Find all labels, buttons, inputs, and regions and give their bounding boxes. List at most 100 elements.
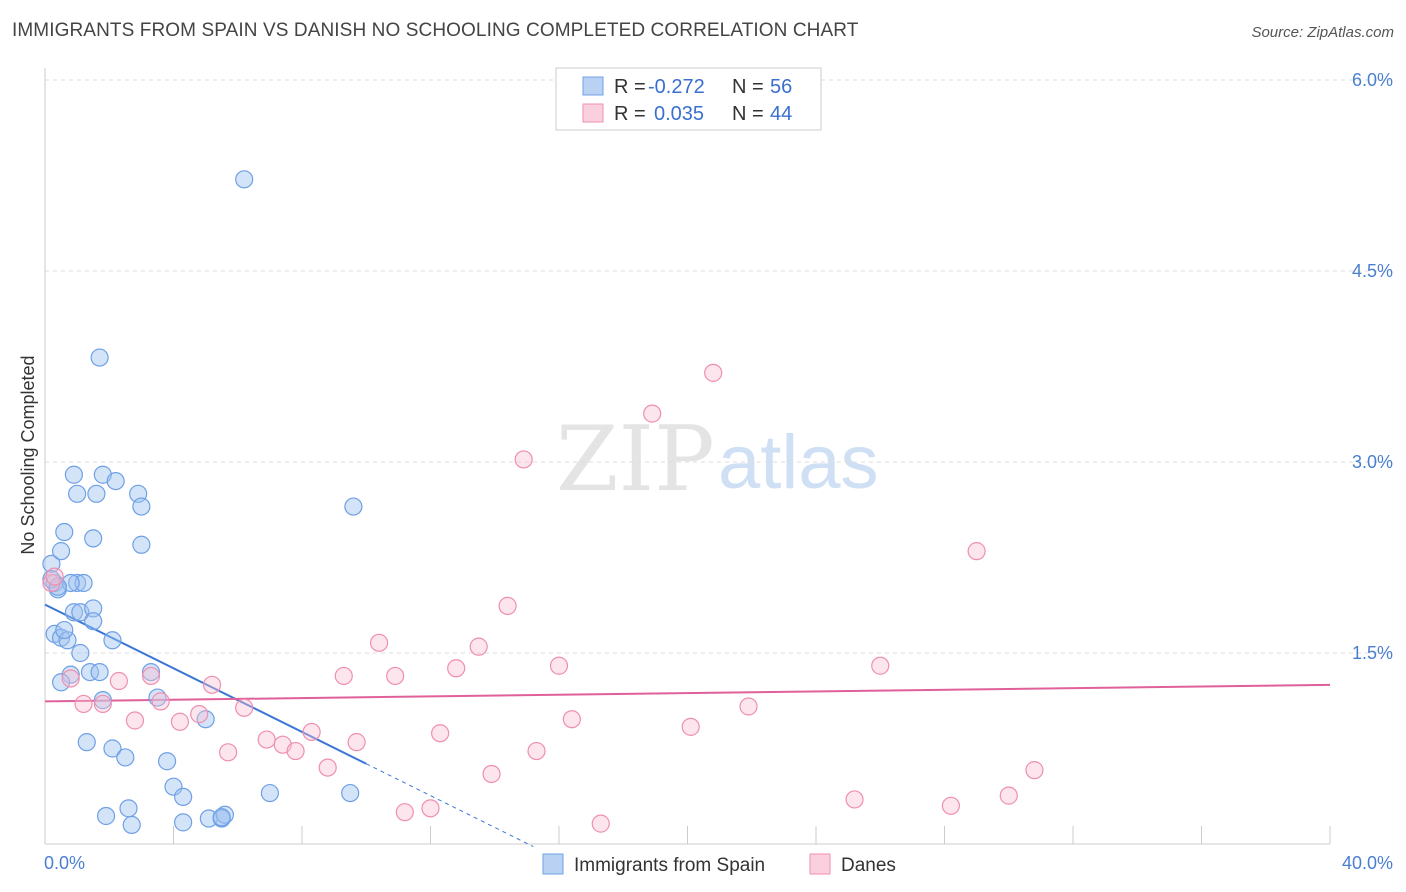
legend-n-label-1: N = bbox=[732, 76, 764, 98]
point-immigrants-from-spain bbox=[55, 522, 74, 542]
point-immigrants-from-spain bbox=[119, 799, 138, 818]
point-danes bbox=[514, 450, 533, 469]
trend-line-spain bbox=[44, 603, 367, 765]
legend-n-value-spain: 56 bbox=[770, 76, 792, 98]
point-danes bbox=[151, 692, 170, 711]
point-danes bbox=[190, 705, 209, 724]
point-immigrants-from-spain bbox=[64, 465, 84, 484]
point-danes bbox=[45, 567, 64, 586]
point-danes bbox=[61, 669, 80, 688]
point-immigrants-from-spain bbox=[90, 348, 109, 367]
legend-r-label-1: R = bbox=[614, 76, 646, 98]
point-danes bbox=[125, 711, 145, 730]
point-immigrants-from-spain bbox=[106, 472, 125, 491]
point-danes bbox=[498, 596, 517, 615]
point-immigrants-from-spain bbox=[103, 631, 122, 650]
point-immigrants-from-spain bbox=[174, 813, 193, 832]
point-danes bbox=[1025, 761, 1044, 780]
bottom-legend-label-danes: Danes bbox=[841, 855, 896, 876]
point-immigrants-from-spain bbox=[96, 806, 116, 826]
legend-swatch-spain bbox=[582, 76, 604, 96]
point-danes bbox=[219, 743, 238, 762]
point-danes bbox=[318, 758, 337, 777]
point-immigrants-from-spain bbox=[74, 573, 93, 593]
point-immigrants-from-spain bbox=[157, 752, 177, 771]
point-danes bbox=[482, 764, 501, 784]
point-immigrants-from-spain bbox=[87, 484, 106, 503]
point-danes bbox=[527, 741, 546, 761]
point-immigrants-from-spain bbox=[42, 570, 61, 589]
tick-labels: 1.5% 3.0% 4.5% 6.0% 0.0% 40.0% bbox=[44, 70, 1393, 873]
point-immigrants-from-spain bbox=[341, 783, 360, 803]
point-danes bbox=[93, 694, 112, 714]
point-immigrants-from-spain bbox=[71, 643, 90, 663]
legend-r-value-danes: 0.035 bbox=[654, 103, 704, 125]
point-danes bbox=[235, 698, 254, 717]
point-danes bbox=[469, 637, 488, 656]
x-tick-label: 40.0% bbox=[1342, 853, 1393, 873]
y-tick-label: 4.5% bbox=[1352, 261, 1393, 281]
point-danes bbox=[395, 803, 414, 822]
y-tick-label: 3.0% bbox=[1352, 452, 1393, 472]
point-danes bbox=[141, 666, 161, 686]
trend-line-danes bbox=[44, 683, 1331, 703]
bottom-legend-label-spain: Immigrants from Spain bbox=[574, 855, 765, 876]
point-immigrants-from-spain bbox=[77, 733, 96, 752]
correlation-legend: R = -0.272 N = 56 R = 0.035 N = 44 bbox=[555, 67, 822, 131]
legend-n-value-danes: 44 bbox=[770, 103, 792, 125]
point-immigrants-from-spain bbox=[132, 497, 151, 516]
point-danes bbox=[845, 790, 864, 809]
point-immigrants-from-spain bbox=[51, 542, 71, 561]
point-immigrants-from-spain bbox=[64, 603, 84, 622]
legend-r-value-spain: -0.272 bbox=[648, 76, 705, 98]
bottom-legend-swatch-spain bbox=[542, 853, 564, 875]
legend-r-label-2: R = bbox=[614, 103, 646, 125]
point-immigrants-from-spain bbox=[93, 691, 112, 710]
point-immigrants-from-spain bbox=[61, 665, 80, 684]
chart-title: IMMIGRANTS FROM SPAIN VS DANISH NO SCHOO… bbox=[12, 20, 859, 41]
point-danes bbox=[109, 671, 128, 691]
point-danes bbox=[74, 694, 93, 714]
source-label: Source: ZipAtlas.com bbox=[1251, 24, 1394, 41]
watermark-zip: ZIP bbox=[556, 407, 715, 512]
point-immigrants-from-spain bbox=[80, 662, 100, 682]
point-danes bbox=[643, 404, 662, 423]
data-points bbox=[42, 170, 1044, 835]
point-danes bbox=[302, 722, 321, 742]
point-danes bbox=[257, 730, 276, 749]
point-immigrants-from-spain bbox=[212, 808, 231, 827]
bottom-legend-swatch-danes bbox=[809, 853, 831, 875]
point-immigrants-from-spain bbox=[174, 787, 193, 806]
point-immigrants-from-spain bbox=[90, 662, 109, 682]
point-immigrants-from-spain bbox=[51, 673, 71, 692]
point-danes bbox=[681, 717, 700, 736]
point-immigrants-from-spain bbox=[84, 599, 103, 618]
point-danes bbox=[967, 542, 986, 561]
point-danes bbox=[549, 656, 569, 675]
point-immigrants-from-spain bbox=[68, 484, 87, 503]
point-danes bbox=[421, 799, 440, 818]
point-danes bbox=[999, 786, 1018, 805]
point-danes bbox=[334, 666, 353, 686]
point-immigrants-from-spain bbox=[132, 535, 151, 554]
point-danes bbox=[286, 741, 305, 761]
point-immigrants-from-spain bbox=[55, 620, 74, 640]
point-immigrants-from-spain bbox=[58, 631, 77, 650]
point-danes bbox=[370, 633, 389, 652]
point-immigrants-from-spain bbox=[116, 748, 135, 767]
point-danes bbox=[591, 814, 610, 833]
y-tick-label: 6.0% bbox=[1352, 70, 1393, 90]
point-immigrants-from-spain bbox=[235, 170, 254, 189]
point-immigrants-from-spain bbox=[68, 573, 87, 593]
point-danes bbox=[871, 656, 890, 675]
point-danes bbox=[447, 659, 466, 678]
point-immigrants-from-spain bbox=[141, 662, 161, 682]
point-danes bbox=[562, 710, 581, 729]
point-danes bbox=[347, 733, 366, 752]
point-danes bbox=[431, 724, 450, 743]
point-danes bbox=[170, 712, 190, 731]
point-immigrants-from-spain bbox=[84, 529, 103, 548]
point-immigrants-from-spain bbox=[215, 805, 234, 824]
point-danes bbox=[941, 796, 961, 815]
